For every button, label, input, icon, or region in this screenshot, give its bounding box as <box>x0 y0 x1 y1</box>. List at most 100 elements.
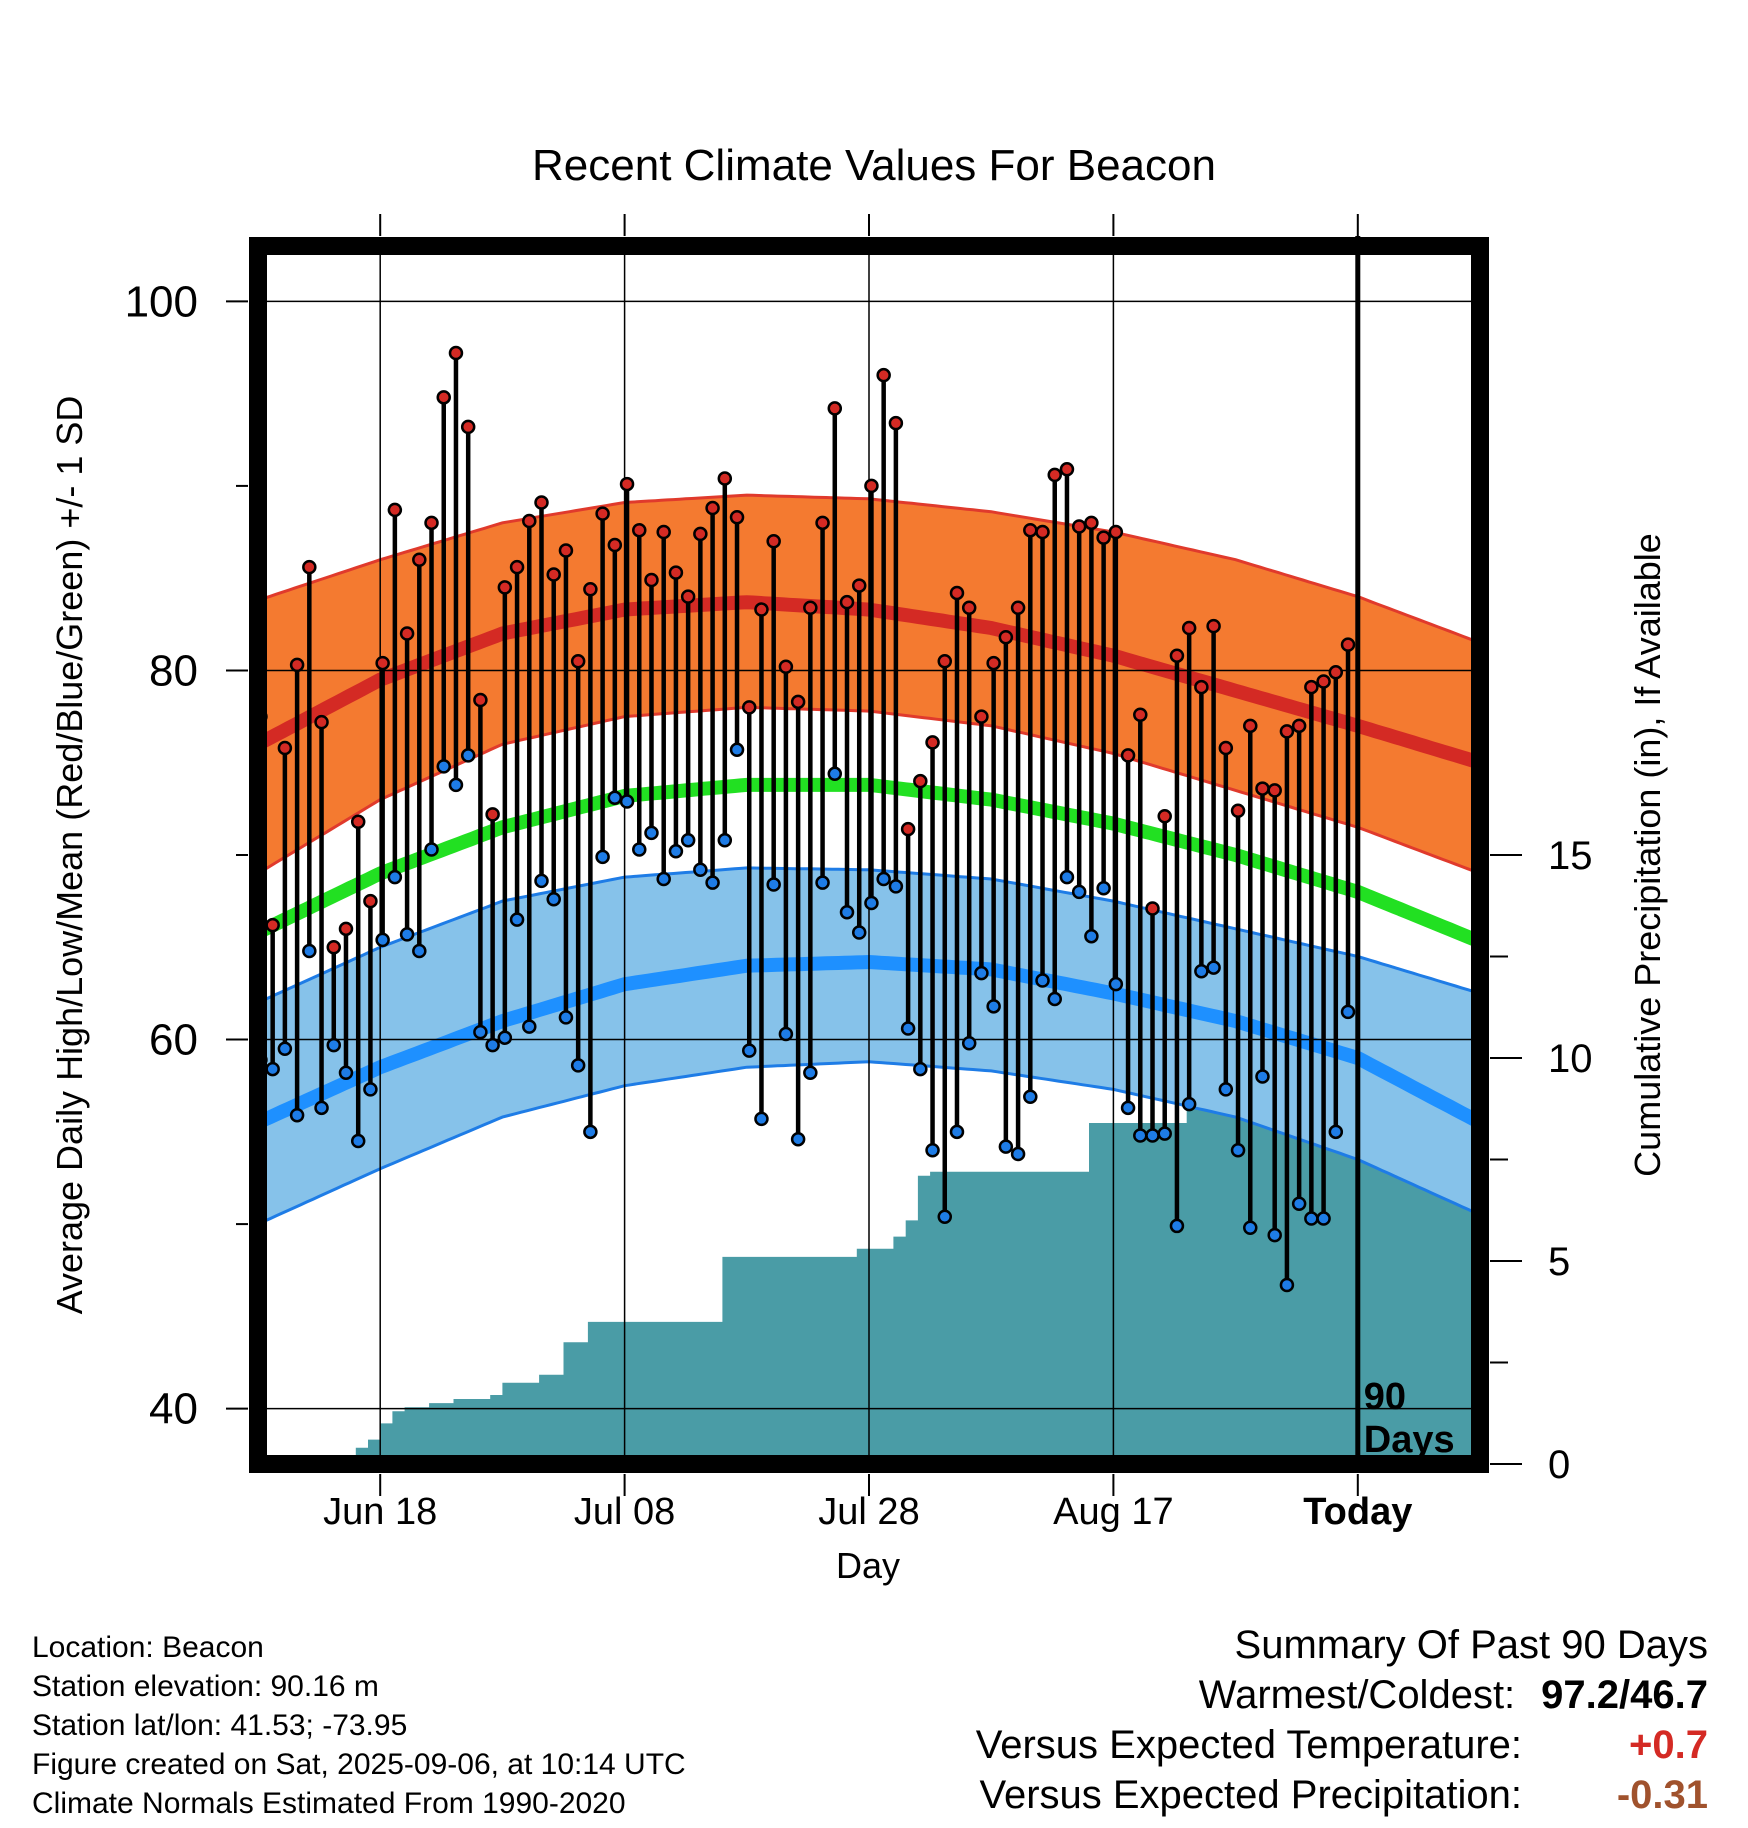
x-axis-label: Day <box>836 1545 900 1586</box>
latlon-text: Station lat/lon: 41.53; -73.95 <box>32 1709 408 1742</box>
low-marker <box>1291 1196 1307 1212</box>
precip-value: -0.31 <box>1616 1773 1708 1817</box>
high-marker <box>1035 524 1050 540</box>
high-marker <box>1145 901 1160 916</box>
high-marker <box>705 500 720 516</box>
high-marker <box>864 478 879 494</box>
high-marker <box>998 629 1014 645</box>
low-marker <box>558 1010 574 1025</box>
low-marker <box>1316 1211 1331 1226</box>
high-marker <box>289 657 305 673</box>
left-tick-label: 100 <box>125 277 198 326</box>
low-marker <box>473 1024 488 1040</box>
high-marker <box>473 692 488 708</box>
high-marker <box>827 401 843 416</box>
created-text: Figure created on Sat, 2025-09-06, at 10… <box>32 1748 686 1781</box>
low-marker <box>363 1082 378 1097</box>
low-marker <box>570 1058 586 1073</box>
high-marker <box>436 390 451 405</box>
low-marker <box>1145 1128 1160 1143</box>
high-marker <box>375 655 390 671</box>
low-marker <box>350 1133 366 1149</box>
low-marker <box>1243 1220 1258 1236</box>
low-marker <box>888 879 904 894</box>
low-marker <box>986 999 1001 1014</box>
low-marker <box>338 1065 354 1081</box>
high-marker <box>412 552 427 567</box>
low-marker <box>1328 1124 1344 1140</box>
low-marker <box>1010 1146 1026 1162</box>
high-marker <box>1267 783 1282 798</box>
low-marker <box>1279 1277 1295 1293</box>
x-tick-label: Today <box>1303 1491 1412 1533</box>
low-marker <box>937 1209 953 1224</box>
high-marker <box>900 821 916 837</box>
right-tick-label: 10 <box>1548 1037 1593 1081</box>
low-marker <box>693 862 708 878</box>
normals-text: Climate Normals Estimated From 1990-2020 <box>32 1787 626 1820</box>
high-marker <box>1059 462 1075 477</box>
high-marker <box>302 559 317 575</box>
low-marker <box>668 844 684 859</box>
high-marker <box>766 534 781 549</box>
high-marker <box>1316 674 1331 689</box>
daily-markers <box>258 345 1356 1293</box>
high-marker <box>607 537 623 553</box>
high-marker <box>1218 740 1234 756</box>
temp-value: +0.7 <box>1629 1723 1708 1767</box>
high-marker <box>1084 515 1099 531</box>
high-marker <box>387 502 403 518</box>
high-marker <box>1096 530 1111 545</box>
low-marker <box>949 1124 965 1140</box>
low-marker <box>1169 1218 1185 1234</box>
high-marker <box>1169 648 1185 663</box>
elevation-text: Station elevation: 90.16 m <box>32 1670 379 1703</box>
high-marker <box>680 589 696 604</box>
low-marker <box>1340 1004 1356 1020</box>
high-marker <box>424 515 439 531</box>
low-marker <box>522 1019 537 1034</box>
high-marker <box>790 694 806 710</box>
high-marker <box>399 626 415 641</box>
low-marker <box>424 842 439 857</box>
high-marker <box>595 506 610 521</box>
low-marker <box>583 1124 598 1140</box>
low-marker <box>460 748 476 763</box>
high-marker <box>558 543 574 558</box>
high-marker <box>644 572 659 588</box>
high-marker <box>925 735 940 750</box>
low-marker <box>1255 1069 1270 1084</box>
low-marker <box>729 742 745 758</box>
low-marker <box>741 1043 757 1058</box>
low-marker <box>534 873 549 889</box>
low-marker <box>387 869 403 885</box>
high-marker <box>1194 679 1209 695</box>
high-marker <box>839 594 855 610</box>
low-marker <box>1096 880 1111 896</box>
low-marker <box>754 1111 769 1127</box>
high-marker <box>546 567 561 582</box>
low-marker <box>265 1061 280 1077</box>
high-marker <box>949 585 965 601</box>
precip-label: Versus Expected Precipitation: <box>979 1773 1522 1817</box>
low-marker <box>644 825 659 841</box>
low-marker <box>827 766 843 782</box>
high-marker <box>522 513 537 529</box>
high-marker <box>1255 781 1270 796</box>
low-marker <box>974 965 989 981</box>
low-marker <box>1035 973 1050 988</box>
high-marker <box>570 653 586 669</box>
x-tick-label: Jul 08 <box>574 1491 675 1533</box>
high-marker <box>1279 724 1295 739</box>
high-marker <box>961 600 977 615</box>
left-tick-label: 40 <box>149 1385 198 1434</box>
high-marker <box>460 419 476 435</box>
right-tick-label: 0 <box>1548 1443 1570 1487</box>
high-marker <box>668 565 684 580</box>
low-marker <box>900 1021 916 1036</box>
low-marker <box>1194 964 1209 979</box>
high-marker <box>1047 467 1062 483</box>
summary-heading: Summary Of Past 90 Days <box>1234 1623 1708 1667</box>
low-marker <box>632 842 647 857</box>
low-marker <box>509 912 525 927</box>
